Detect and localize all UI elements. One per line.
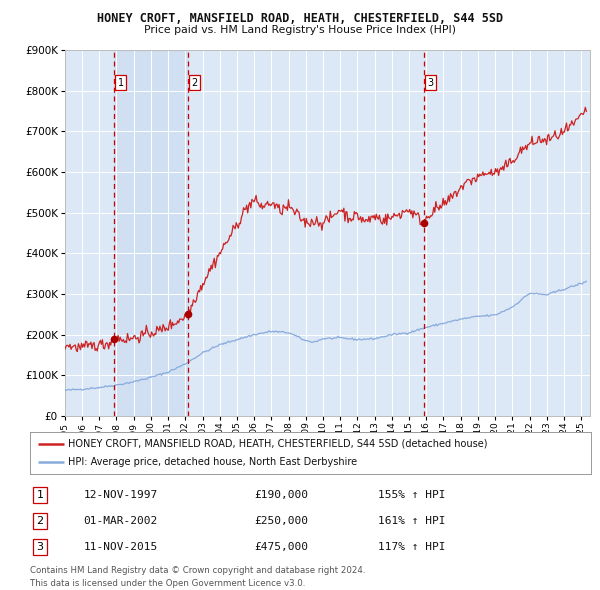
Text: 2: 2	[191, 78, 198, 88]
Bar	[114, 50, 188, 416]
Text: 12-NOV-1997: 12-NOV-1997	[83, 490, 158, 500]
Text: £250,000: £250,000	[254, 516, 308, 526]
Text: 01-MAR-2002: 01-MAR-2002	[83, 516, 158, 526]
Text: £190,000: £190,000	[254, 490, 308, 500]
Text: 117% ↑ HPI: 117% ↑ HPI	[378, 542, 445, 552]
Text: HPI: Average price, detached house, North East Derbyshire: HPI: Average price, detached house, Nort…	[68, 457, 357, 467]
Text: 11-NOV-2015: 11-NOV-2015	[83, 542, 158, 552]
Text: HONEY CROFT, MANSFIELD ROAD, HEATH, CHESTERFIELD, S44 5SD (detached house): HONEY CROFT, MANSFIELD ROAD, HEATH, CHES…	[68, 439, 488, 449]
Text: Contains HM Land Registry data © Crown copyright and database right 2024.: Contains HM Land Registry data © Crown c…	[30, 566, 365, 575]
Text: £475,000: £475,000	[254, 542, 308, 552]
Text: 1: 1	[118, 78, 124, 88]
Text: HONEY CROFT, MANSFIELD ROAD, HEATH, CHESTERFIELD, S44 5SD: HONEY CROFT, MANSFIELD ROAD, HEATH, CHES…	[97, 12, 503, 25]
Text: 3: 3	[427, 78, 434, 88]
Text: 155% ↑ HPI: 155% ↑ HPI	[378, 490, 445, 500]
Text: 2: 2	[37, 516, 44, 526]
Text: 1: 1	[37, 490, 44, 500]
Text: 161% ↑ HPI: 161% ↑ HPI	[378, 516, 445, 526]
Text: 3: 3	[37, 542, 44, 552]
Text: Price paid vs. HM Land Registry's House Price Index (HPI): Price paid vs. HM Land Registry's House …	[144, 25, 456, 35]
Text: This data is licensed under the Open Government Licence v3.0.: This data is licensed under the Open Gov…	[30, 579, 305, 588]
